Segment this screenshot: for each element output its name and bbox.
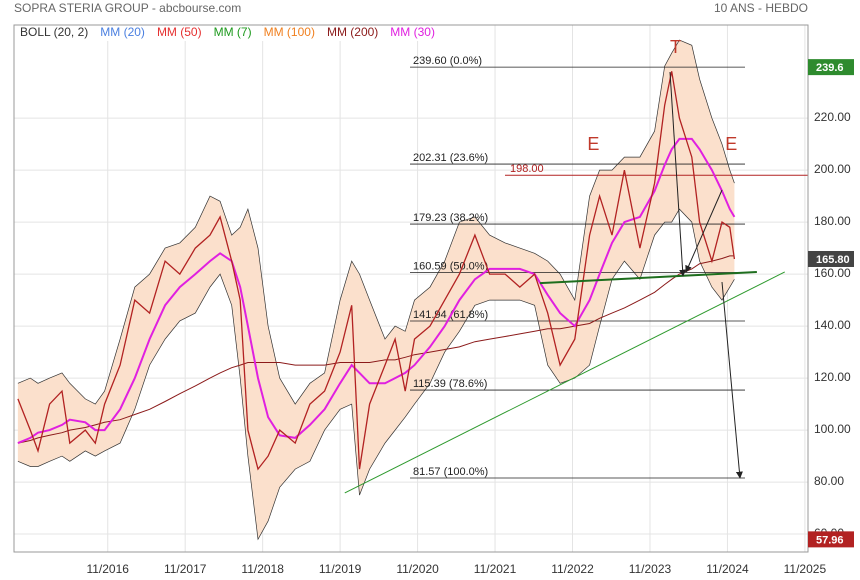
- plot-area: 239.60 (0.0%) 202.31 (23.6%) 179.23 (38.2%…: [17, 37, 808, 541]
- arrow: [685, 189, 723, 273]
- y-tick-label: 80.00: [814, 474, 844, 488]
- legend-background: [16, 26, 449, 41]
- arrow: [669, 71, 687, 277]
- trendline: [344, 271, 785, 494]
- legend-entry: MM (100): [264, 25, 315, 39]
- y-tick-label: 100.00: [814, 422, 851, 436]
- fib-label: 81.57 (100.0%): [413, 466, 488, 478]
- y-tick-label: 120.00: [814, 370, 851, 384]
- x-tick-label: 11/2024: [706, 562, 749, 576]
- x-tick-label: 11/2016: [86, 562, 129, 576]
- x-tick-label: 11/2020: [396, 562, 439, 576]
- bollinger-upper: [17, 39, 735, 405]
- y-tick-label: 140.00: [814, 318, 851, 332]
- price-tag-label: 165.80: [816, 254, 850, 266]
- price-tag-label: 57.96: [816, 534, 844, 546]
- bollinger-band: [17, 40, 735, 540]
- x-tick-label: 11/2017: [164, 562, 207, 576]
- legend-entry: MM (50): [157, 25, 202, 39]
- fib-label: 160.59 (50.0%): [413, 260, 488, 272]
- price-tag: [808, 250, 854, 267]
- fib-label: 115.39 (78.6%): [413, 378, 487, 390]
- price-line: [17, 71, 736, 471]
- legend-entry: MM (30): [390, 25, 435, 39]
- fib-label: 179.23 (38.2%): [413, 212, 488, 224]
- fib-label: 239.60 (0.0%): [413, 55, 482, 67]
- fib-label: 202.31 (23.6%): [413, 152, 488, 164]
- y-tick-label: 160.00: [814, 266, 851, 280]
- trendline: [539, 270, 757, 285]
- x-tick-label: 11/2018: [241, 562, 284, 576]
- y-tick-label: 200.00: [814, 162, 851, 176]
- y-tick-label: 180.00: [814, 214, 851, 228]
- x-tick-label: 11/2023: [629, 562, 672, 576]
- resistance-label: 198.00: [510, 163, 544, 175]
- x-tick-label: 11/2019: [319, 562, 362, 576]
- arrows: [669, 71, 743, 479]
- price-tag: [808, 531, 854, 548]
- price-tag-label: 239.6: [816, 62, 844, 74]
- chart-title: SOPRA STERIA GROUP - abcbourse.com: [14, 1, 241, 15]
- legend-entry: MM (20): [100, 25, 145, 39]
- x-tick-label: 11/2021: [474, 562, 517, 576]
- legend-entry: BOLL (20, 2): [20, 25, 88, 39]
- legend-entry: MM (7): [214, 25, 252, 39]
- price-tag: [808, 59, 854, 76]
- annotation: T: [670, 37, 681, 57]
- plot-border: [13, 24, 809, 553]
- y-tick-label: 220.00: [814, 110, 851, 124]
- annotation: E: [587, 134, 599, 154]
- moving-average: [17, 255, 735, 444]
- chart-subtitle: 10 ANS - HEBDO: [714, 1, 808, 15]
- x-tick-label: 11/2022: [551, 562, 594, 576]
- arrow: [721, 281, 743, 479]
- legend-entry: MM (200): [327, 25, 378, 39]
- annotation: E: [725, 134, 737, 154]
- x-tick-label: 11/2025: [784, 562, 827, 576]
- legend: BOLL (20, 2) MM (20) MM (50) MM (7) MM (100)…: [16, 25, 449, 41]
